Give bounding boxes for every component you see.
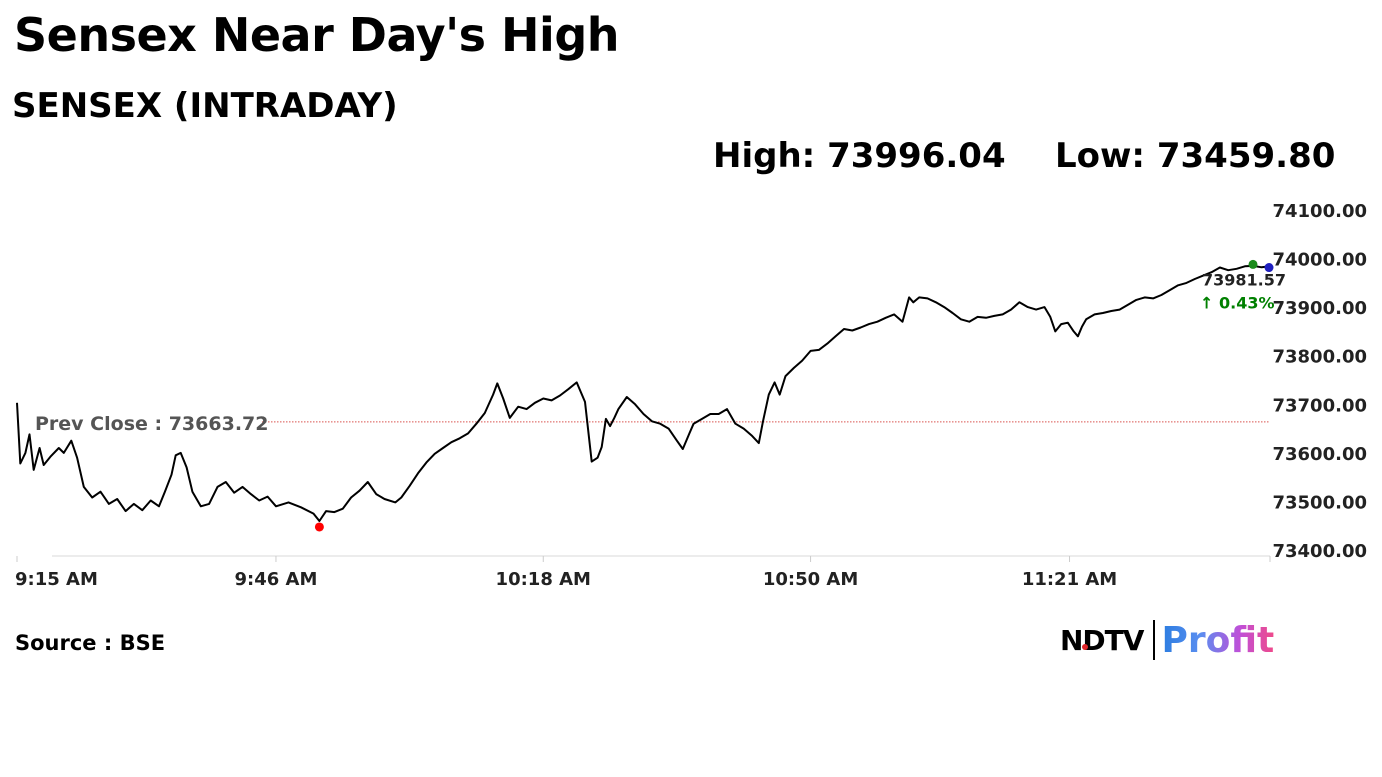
ndtv-wordmark: NDTV xyxy=(1060,623,1144,657)
chart-subtitle: SENSEX (INTRADAY) xyxy=(12,86,398,126)
y-tick-label: 73900.00 xyxy=(1272,298,1367,319)
y-tick-label: 73700.00 xyxy=(1272,395,1367,416)
logo-divider xyxy=(1153,620,1156,660)
y-tick-label: 73500.00 xyxy=(1272,492,1367,513)
y-tick-label: 74000.00 xyxy=(1272,250,1367,271)
sensex-price-line xyxy=(16,264,1271,522)
last-value-label: 73981.57 xyxy=(1202,271,1286,290)
last-point-marker-blue xyxy=(1264,263,1274,273)
day-low-marker xyxy=(314,522,324,532)
x-tick-label: 11:21 AM xyxy=(1022,569,1117,590)
y-axis-ticks: 74100.00 74000.00 73900.00 73800.00 73700.00… xyxy=(1272,201,1367,562)
prev-close-label-bg xyxy=(30,408,260,433)
last-change-label: ↑ 0.43% xyxy=(1200,294,1274,313)
x-tick-label: 10:18 AM xyxy=(496,569,591,590)
intraday-line-chart: 9:15 AM 9:46 AM 10:18 AM 10:50 AM 11:21 AM 7… xyxy=(15,201,1367,590)
x-tick-label: 9:15 AM xyxy=(15,569,98,590)
profit-wordmark: Profit xyxy=(1161,619,1275,661)
source-label: Source : BSE xyxy=(15,631,166,655)
last-point-marker-green xyxy=(1248,259,1258,269)
x-tick-label: 9:46 AM xyxy=(235,569,318,590)
day-high-label: High: 73996.04 xyxy=(713,136,1006,176)
y-tick-label: 74100.00 xyxy=(1272,201,1367,222)
y-tick-label: 73400.00 xyxy=(1272,541,1367,562)
x-tick-label: 10:50 AM xyxy=(763,569,858,590)
y-tick-label: 73600.00 xyxy=(1272,444,1367,465)
prev-close-label: Prev Close : 73663.72 xyxy=(35,413,268,435)
y-tick-label: 73800.00 xyxy=(1272,347,1367,368)
ndtv-profit-logo: NDTV Profit xyxy=(1060,618,1274,662)
x-axis-ticks: 9:15 AM 9:46 AM 10:18 AM 10:50 AM 11:21 AM xyxy=(15,556,1271,590)
chart-headline: Sensex Near Day's High xyxy=(14,8,620,62)
day-low-label: Low: 73459.80 xyxy=(1055,136,1336,176)
